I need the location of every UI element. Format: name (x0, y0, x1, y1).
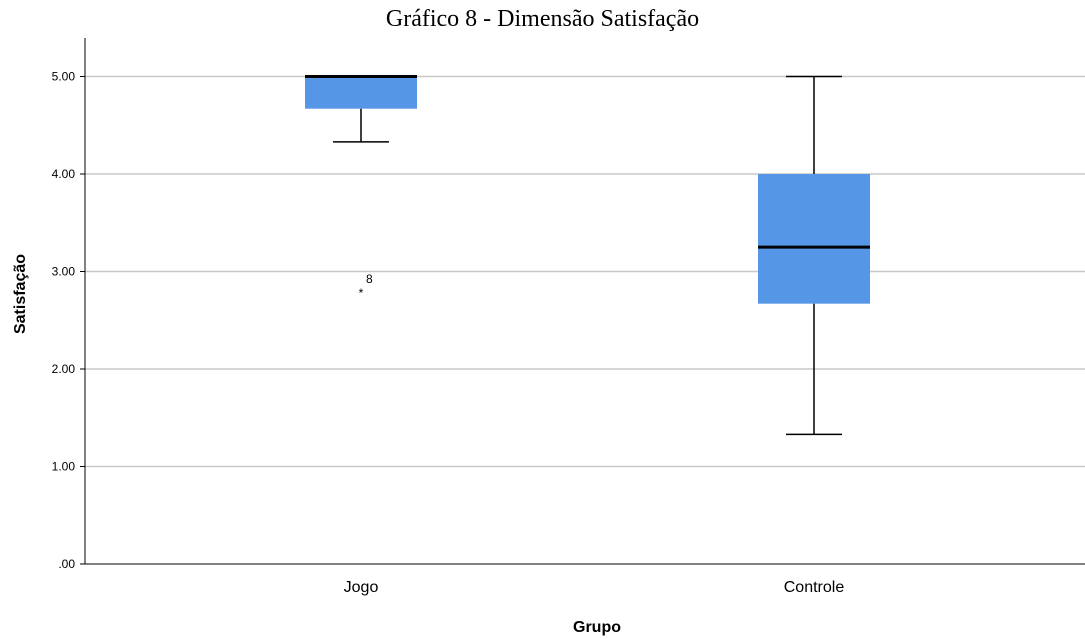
gridlines (85, 75, 1085, 468)
y-tick-label: 3.00 (52, 265, 76, 279)
axes (80, 38, 1085, 565)
y-tick-label: 2.00 (52, 362, 76, 376)
x-tick-label: Controle (784, 579, 845, 596)
y-tick-label: .00 (58, 557, 75, 571)
y-tick-label: 4.00 (52, 167, 76, 181)
y-tick-label: 5.00 (52, 70, 76, 84)
box-jogo: *8 (305, 75, 417, 300)
chart-title: Gráfico 8 - Dimensão Satisfação (385, 6, 700, 32)
box-controle (758, 75, 870, 436)
outlier-label: 8 (366, 272, 373, 286)
iqr-box (305, 76, 417, 109)
x-axis-title: Grupo (573, 619, 621, 636)
y-tick-label: 1.00 (52, 460, 76, 474)
boxes: *8 (305, 75, 870, 436)
iqr-box (758, 174, 870, 304)
y-axis-title: Satisfação (12, 254, 29, 334)
outlier-marker: * (359, 286, 364, 300)
x-tick-label: Jogo (344, 579, 379, 596)
labels: Satisfação Grupo .00 1.00 2.00 3.00 4.00 5.00… (12, 70, 844, 637)
